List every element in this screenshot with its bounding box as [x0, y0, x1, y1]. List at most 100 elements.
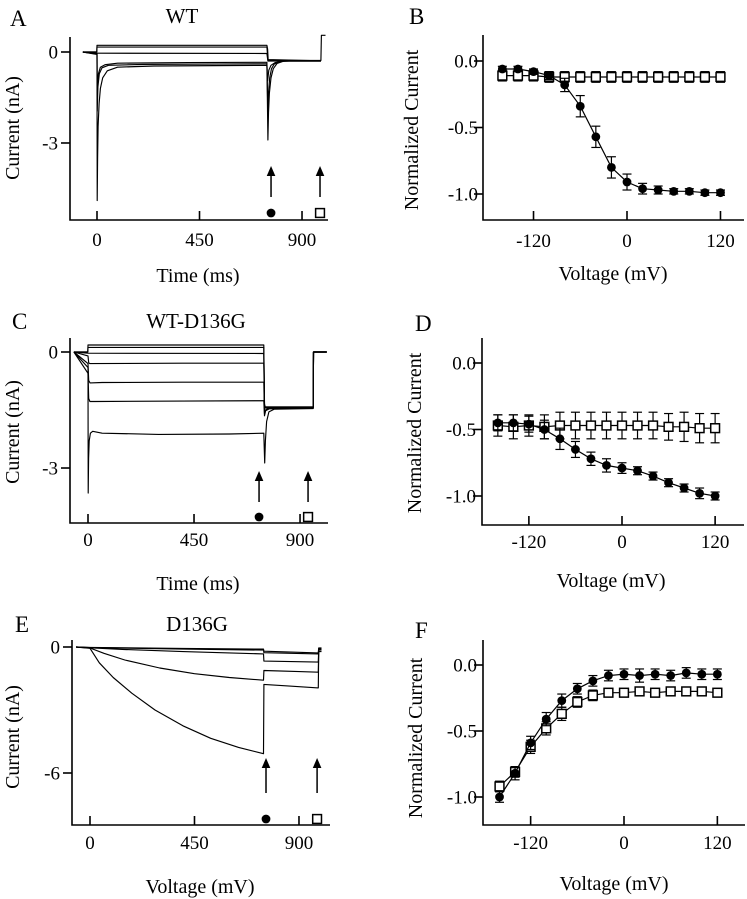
open-square-marker [709, 423, 721, 434]
axis-line [71, 640, 330, 826]
x-tick-label: 120 [706, 231, 735, 252]
y-tick-label: -0.5 [448, 118, 478, 139]
axis-line [482, 35, 744, 221]
y-tick-label: 0 [51, 638, 61, 659]
open-square-marker [696, 686, 707, 697]
filled-circle-marker [666, 671, 676, 680]
panel-e-letter: E [15, 612, 30, 637]
panel-b-plot: 0.0 -0.5 -1.0 -120 0 120 [448, 35, 744, 252]
open-square-marker [632, 420, 643, 431]
x-tick-label: -120 [516, 231, 551, 252]
panel-f-plot: 0.0 -0.5 -1.0 -120 0 120 [447, 640, 745, 854]
axis-line [481, 338, 744, 526]
filled-circle-marker [638, 184, 647, 194]
open-square-marker [606, 71, 617, 83]
filled-circle-marker [633, 466, 642, 476]
filled-circle-marker [602, 461, 611, 470]
filled-circle-marker [493, 418, 503, 428]
filled-circle-marker [526, 738, 536, 748]
panel-b-xlabel: Voltage (mV) [558, 263, 668, 285]
y-tick-label: -3 [42, 459, 58, 480]
y-tick-label: -3 [42, 133, 58, 154]
filled-circle-marker [508, 418, 518, 428]
open-square-marker [601, 420, 612, 431]
x-tick-label: 120 [701, 532, 730, 553]
filled-circle-marker [513, 64, 523, 74]
x-tick-label: 0 [619, 833, 629, 854]
panel-f-xlabel: Voltage (mV) [559, 873, 669, 895]
current-trace [76, 646, 322, 755]
current-trace [82, 46, 321, 62]
panel-c-letter: C [12, 309, 28, 334]
filled-circle-marker [591, 132, 601, 142]
x-tick-label: 900 [288, 230, 317, 251]
filled-circle-marker [266, 208, 276, 218]
filled-circle-marker [619, 669, 629, 679]
up-arrow-head [303, 471, 313, 481]
current-trace [73, 351, 327, 415]
panel-a-ylabel: Current (nA) [2, 76, 24, 180]
open-square-marker [634, 686, 645, 697]
current-trace [73, 351, 327, 408]
x-tick-label: 450 [185, 230, 214, 251]
x-tick-label: 0 [92, 230, 102, 251]
up-arrow-head [254, 471, 264, 481]
y-tick-label: -0.5 [447, 722, 477, 743]
open-square-marker [603, 687, 614, 698]
open-square-marker [556, 708, 567, 719]
filled-circle-marker [710, 491, 720, 501]
open-square-marker [572, 696, 583, 708]
filled-circle-marker [681, 668, 691, 678]
y-tick-label: 0 [49, 43, 59, 64]
open-square-marker [684, 71, 695, 83]
filled-circle-marker [653, 185, 663, 195]
filled-circle-marker [261, 814, 271, 824]
open-square-marker [663, 421, 674, 432]
filled-circle-marker [588, 676, 598, 686]
filled-circle-marker [607, 163, 616, 172]
filled-circle-marker [664, 478, 673, 488]
panel-a-plot: 0 -3 0 450 900 [42, 34, 328, 251]
filled-circle-marker [697, 669, 707, 679]
filled-circle-marker [529, 67, 538, 77]
current-trace [76, 646, 322, 655]
open-square-marker [653, 71, 664, 83]
panel-d-xlabel: Voltage (mV) [556, 570, 666, 592]
open-square-marker [616, 420, 628, 431]
open-square-marker [715, 71, 726, 83]
open-square-marker [668, 71, 679, 83]
axis-line [69, 37, 328, 221]
panel-c-ylabel: Current (nA) [2, 380, 24, 484]
x-tick-label: 0 [83, 530, 93, 551]
filled-circle-marker [604, 671, 613, 680]
y-tick-label: 0.0 [453, 656, 477, 677]
panel-b-ylabel: Normalized Current [401, 49, 423, 211]
y-tick-label: 0.0 [454, 52, 478, 73]
panel-a-letter: A [10, 6, 27, 31]
x-tick-label: 0 [617, 532, 627, 553]
current-trace [73, 351, 327, 417]
panel-f-ylabel: Normalized Current [405, 657, 427, 819]
axis-line [69, 338, 328, 524]
current-trace [82, 51, 321, 112]
up-arrow-head [261, 758, 271, 768]
filled-circle-marker [510, 768, 520, 778]
filled-circle-marker [635, 671, 644, 680]
x-tick-label: 0 [85, 833, 95, 854]
open-square-marker [621, 71, 633, 83]
filled-circle-marker [679, 483, 689, 493]
filled-circle-marker [572, 684, 582, 694]
x-tick-label: 900 [286, 530, 315, 551]
filled-circle-marker [575, 101, 585, 111]
filled-circle-marker [560, 80, 570, 90]
panel-f-letter: F [415, 618, 428, 643]
filled-circle-marker [540, 425, 549, 434]
axis-line [482, 640, 745, 826]
filled-circle-marker [571, 445, 580, 454]
filled-circle-marker [555, 434, 565, 444]
x-tick-label: -120 [513, 833, 548, 854]
current-trace [82, 34, 326, 62]
open-square-marker [618, 687, 630, 698]
open-square-marker [587, 690, 599, 701]
